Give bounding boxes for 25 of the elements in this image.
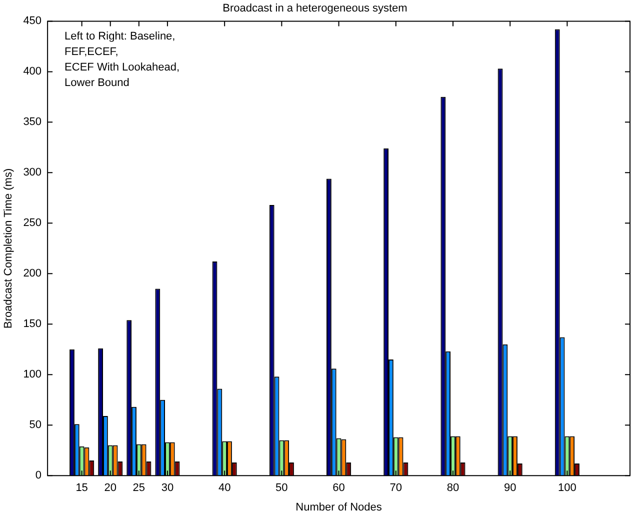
y-tick-label: 200 xyxy=(23,268,42,280)
y-tick-label: 50 xyxy=(29,419,42,432)
y-tick-label: 250 xyxy=(23,217,42,230)
y-tick-label: 400 xyxy=(23,66,42,78)
y-tick-label: 450 xyxy=(23,15,42,28)
y-tick-label: 0 xyxy=(35,470,42,482)
x-tick-label: 80 xyxy=(446,482,460,494)
y-tick-label: 150 xyxy=(23,318,42,330)
x-tick-label: 40 xyxy=(218,482,231,494)
x-tick-label: 60 xyxy=(332,482,345,494)
x-tick-label: 50 xyxy=(276,482,288,494)
y-tick-label: 300 xyxy=(23,166,42,179)
x-tick-label: 25 xyxy=(132,482,146,494)
x-tick-label: 30 xyxy=(161,482,174,494)
y-tick-label: 100 xyxy=(23,368,42,381)
x-tick-label: 15 xyxy=(76,482,88,494)
x-axis-title: Number of Nodes xyxy=(296,501,382,514)
annotation: Left to Right: Baseline, FEF,ECEF, ECEF With Lookahead, Lower Bound xyxy=(64,30,180,90)
x-tick-label: 20 xyxy=(104,482,116,494)
x-tick-label: 90 xyxy=(504,482,516,494)
x-tick-label: 70 xyxy=(390,482,402,494)
y-axis-title: Broadcast Completion Time (ms) xyxy=(2,168,15,328)
y-tick-label: 350 xyxy=(23,116,42,128)
x-tick-label: 100 xyxy=(558,482,576,494)
chart-title: Broadcast in a heterogeneous system xyxy=(222,2,408,15)
